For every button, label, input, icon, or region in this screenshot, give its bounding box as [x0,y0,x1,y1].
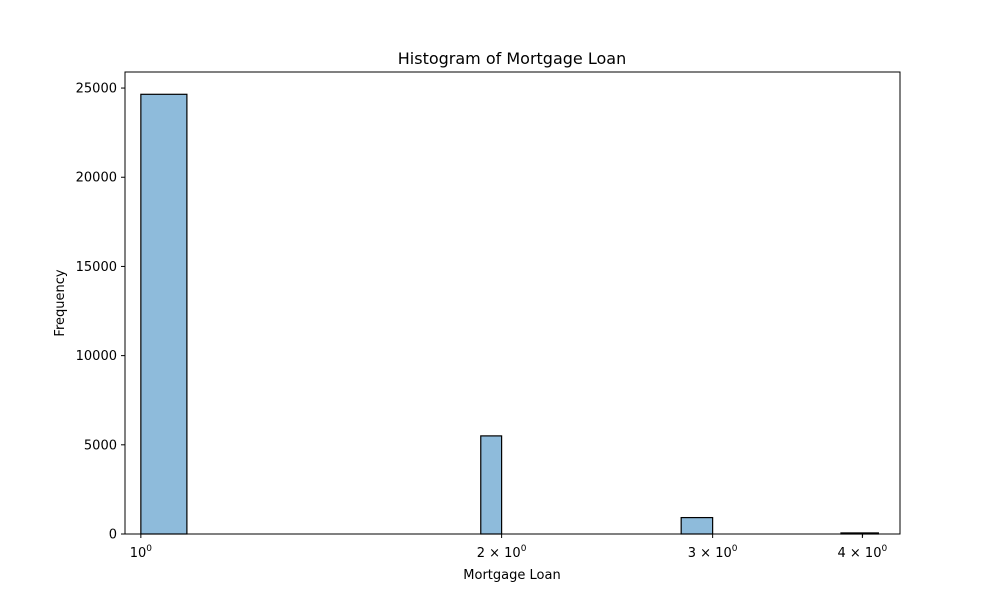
y-tick-label-2: 10000 [76,349,117,364]
histogram-bar-1 [140,93,188,535]
x-tick-label-3: 4 × 100 [838,544,888,561]
y-tick-label-3: 15000 [76,260,117,275]
x-tick-label-0: 100 [130,544,153,561]
x-tick-label-1: 2 × 100 [477,544,527,561]
x-axis-label: Mortgage Loan [463,568,560,583]
y-axis: 0 5000 10000 15000 20000 25000 [76,82,125,543]
x-tick-label-2: 3 × 100 [688,544,738,561]
histogram-bar-2 [480,435,503,535]
plot-frame [124,71,901,535]
chart-title: Histogram of Mortgage Loan [398,49,626,68]
y-axis-label: Frequency [53,269,68,336]
y-tick-label-5: 25000 [76,82,117,97]
y-tick-label-1: 5000 [84,438,117,453]
x-axis: 100 2 × 100 3 × 100 4 × 100 [130,534,888,561]
bars-group [140,93,879,535]
y-tick-label-4: 20000 [76,171,117,186]
y-tick-label-0: 0 [109,528,117,543]
histogram-bar-3 [680,516,714,535]
